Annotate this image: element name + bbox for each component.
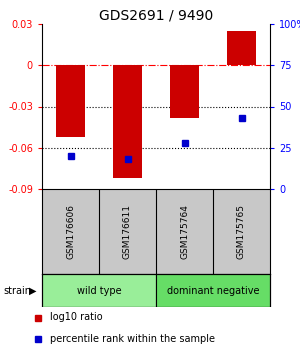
Text: log10 ratio: log10 ratio [50,313,103,322]
Text: GSM175764: GSM175764 [180,204,189,259]
Text: GSM176606: GSM176606 [66,204,75,259]
Title: GDS2691 / 9490: GDS2691 / 9490 [99,9,213,23]
Text: GSM176611: GSM176611 [123,204,132,259]
Bar [113,65,142,178]
Bar [156,274,270,307]
Text: strain: strain [3,285,31,296]
Text: GSM175765: GSM175765 [237,204,246,259]
Bar [56,65,85,137]
Text: wild type: wild type [77,285,121,296]
Bar [170,65,199,118]
Text: ▶: ▶ [28,285,36,296]
Bar [227,31,256,65]
Text: percentile rank within the sample: percentile rank within the sample [50,333,215,343]
Text: dominant negative: dominant negative [167,285,259,296]
Bar [42,274,156,307]
